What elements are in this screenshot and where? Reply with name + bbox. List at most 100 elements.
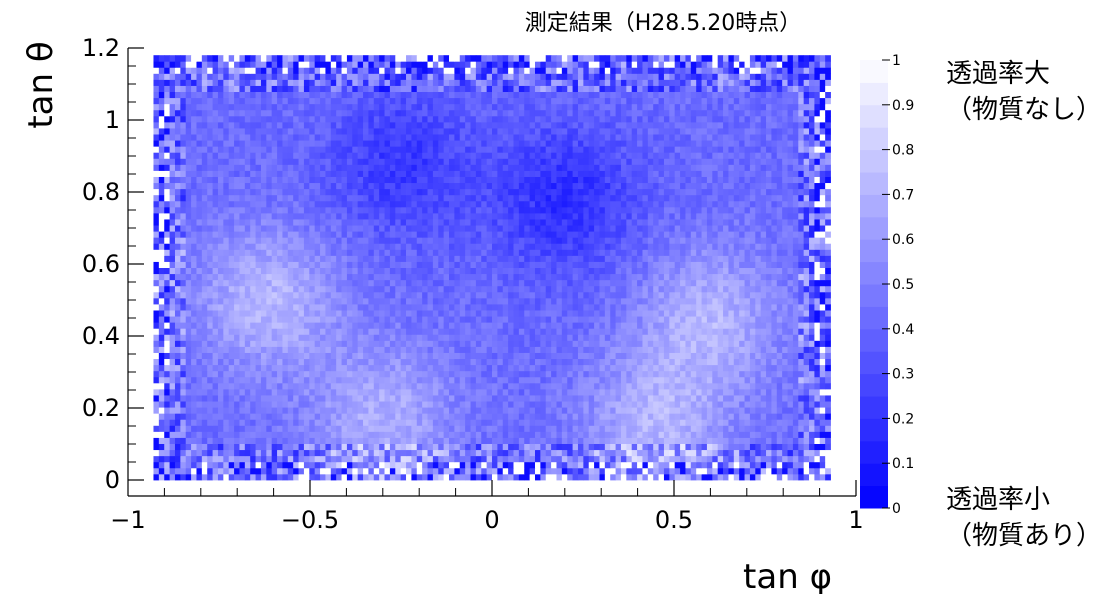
heatmap-cell	[255, 364, 262, 372]
heatmap-cell	[320, 407, 326, 414]
heatmap-cell	[739, 388, 745, 396]
heatmap-cell	[266, 237, 273, 244]
heatmap-cell	[658, 413, 665, 420]
heatmap-cell	[626, 467, 633, 475]
heatmap-cell	[481, 261, 488, 268]
heatmap-cell	[352, 401, 359, 408]
heatmap-cell	[647, 376, 654, 384]
heatmap-cell	[680, 413, 686, 420]
heatmap-cell	[180, 413, 187, 420]
heatmap-cell	[357, 334, 364, 341]
heatmap-cell	[346, 388, 353, 396]
heatmap-cell	[416, 376, 423, 384]
heatmap-cell	[303, 279, 310, 287]
heatmap-cell	[277, 425, 283, 432]
heatmap-cell	[357, 255, 364, 262]
heatmap-cell	[363, 358, 369, 366]
heatmap-cell	[696, 267, 702, 275]
heatmap-cell	[577, 279, 584, 287]
heatmap-cell	[438, 297, 445, 305]
heatmap-cell	[518, 401, 525, 408]
heatmap-cell	[481, 310, 488, 317]
heatmap-cell	[427, 473, 434, 481]
heatmap-cell	[706, 437, 713, 444]
heatmap-cell	[642, 395, 649, 402]
heatmap-cell	[690, 304, 697, 311]
heatmap-cell	[196, 449, 203, 457]
heatmap-cell	[610, 449, 616, 457]
heatmap-cell	[658, 261, 665, 268]
heatmap-cell	[303, 334, 310, 341]
heatmap-cell	[545, 407, 552, 414]
heatmap-cell	[234, 279, 240, 287]
heatmap-cell	[422, 425, 428, 432]
heatmap-cell	[497, 243, 504, 250]
heatmap-cell	[271, 261, 278, 268]
heatmap-cell	[475, 340, 482, 347]
heatmap-cell	[534, 297, 541, 305]
heatmap-cell	[298, 334, 305, 341]
heatmap-cell	[610, 255, 616, 262]
heatmap-cell	[207, 255, 213, 262]
heatmap-cell	[637, 401, 643, 408]
heatmap-cell	[449, 443, 455, 451]
heatmap-cell	[207, 346, 213, 353]
heatmap-cell	[712, 322, 719, 329]
heatmap-cell	[384, 443, 391, 451]
heatmap-cell	[250, 358, 256, 366]
heatmap-cell	[814, 473, 821, 481]
heatmap-cell	[620, 395, 627, 402]
heatmap-cell	[766, 473, 772, 481]
heatmap-cell	[534, 376, 541, 384]
heatmap-cell	[561, 437, 568, 444]
heatmap-cell	[196, 261, 203, 268]
heatmap-cell	[389, 346, 396, 353]
heatmap-cell	[260, 370, 267, 378]
heatmap-cell	[653, 261, 659, 268]
heatmap-cell	[217, 328, 224, 335]
heatmap-cell	[604, 249, 611, 256]
heatmap-cell	[395, 364, 402, 372]
heatmap-cell	[588, 455, 595, 463]
heatmap-cell	[379, 395, 385, 402]
heatmap-cell	[513, 328, 520, 335]
heatmap-cell	[604, 395, 611, 402]
heatmap-cell	[825, 255, 831, 262]
heatmap-cell	[336, 334, 342, 341]
heatmap-cell	[309, 443, 316, 451]
heatmap-cell	[282, 364, 289, 372]
heatmap-cell	[153, 419, 160, 426]
heatmap-cell	[438, 346, 445, 353]
heatmap-cell	[690, 455, 697, 463]
heatmap-cell	[158, 431, 165, 438]
heatmap-cell	[685, 419, 692, 426]
heatmap-cell	[637, 304, 643, 311]
heatmap-cell	[647, 273, 654, 281]
heatmap-cell	[604, 352, 611, 360]
heatmap-cell	[169, 261, 176, 268]
heatmap-cell	[158, 291, 165, 299]
heatmap-cell	[180, 358, 187, 366]
heatmap-cell	[658, 267, 665, 275]
heatmap-cell	[669, 473, 676, 481]
heatmap-cell	[223, 285, 230, 293]
heatmap-cell	[427, 243, 434, 250]
heatmap-cell	[212, 395, 219, 402]
heatmap-cell	[486, 370, 493, 378]
heatmap-cell	[626, 243, 633, 250]
heatmap-cell	[620, 437, 627, 444]
heatmap-cell	[556, 382, 563, 390]
heatmap-cell	[658, 431, 665, 438]
heatmap-cell	[513, 407, 520, 414]
heatmap-cell	[599, 322, 606, 329]
heatmap-cell	[637, 310, 643, 317]
heatmap-cell	[443, 328, 450, 335]
heatmap-cell	[277, 316, 283, 323]
heatmap-cell	[599, 243, 606, 250]
heatmap-cell	[653, 370, 659, 378]
heatmap-cell	[271, 243, 278, 250]
heatmap-cell	[825, 461, 831, 469]
heatmap-cell	[642, 255, 649, 262]
heatmap-cell	[234, 467, 240, 475]
heatmap-cell	[201, 382, 208, 390]
